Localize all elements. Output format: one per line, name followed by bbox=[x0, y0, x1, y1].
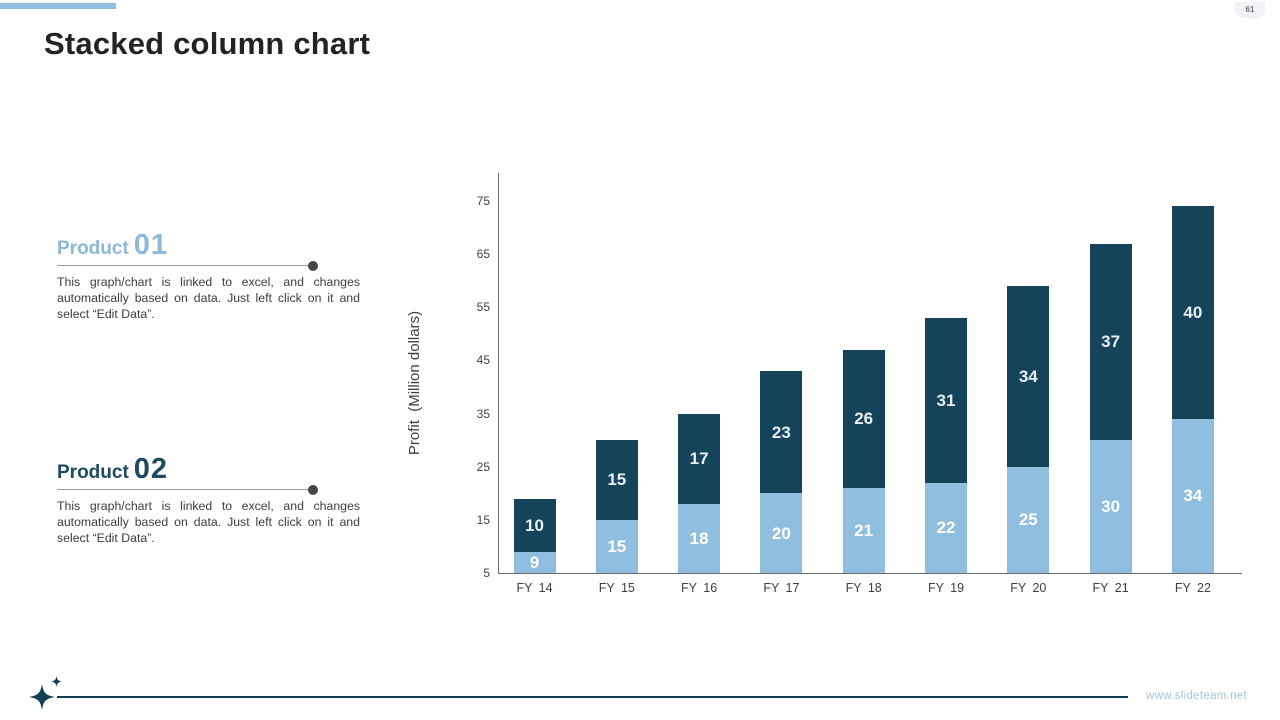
y-tick-label: 55 bbox=[476, 300, 490, 315]
bar-segment-product-01[interactable]: 30 bbox=[1089, 440, 1132, 573]
bar-segment-product-02[interactable]: 31 bbox=[925, 317, 967, 483]
y-tick-label: 25 bbox=[476, 459, 490, 474]
bar-value-label: 40 bbox=[1183, 303, 1203, 323]
x-axis-category-label: FY 15 bbox=[598, 581, 635, 595]
footer-divider-line bbox=[57, 696, 1128, 698]
y-tick-label: 35 bbox=[476, 406, 490, 421]
bar-value-label: 17 bbox=[689, 449, 709, 469]
page-title: Stacked column chart bbox=[44, 26, 371, 61]
product-02-label: Product bbox=[57, 462, 129, 483]
bar-value-label: 26 bbox=[854, 409, 874, 429]
product-02-description: This graph/chart is linked to excel, and… bbox=[57, 499, 360, 545]
bar-segment-product-01[interactable]: 22 bbox=[925, 482, 967, 573]
product-02-number: 02 bbox=[133, 453, 169, 485]
product-01-heading: Product 01 bbox=[57, 229, 318, 271]
x-axis-category-label: FY 21 bbox=[1092, 581, 1129, 595]
slide-number-badge: 61 bbox=[1235, 2, 1265, 17]
website-link[interactable]: www.slideteam.net bbox=[1146, 690, 1247, 702]
bar-segment-product-01[interactable]: 18 bbox=[678, 503, 721, 573]
bar-segment-product-02[interactable]: 23 bbox=[760, 371, 803, 494]
y-tick-label: 75 bbox=[476, 194, 490, 208]
x-axis-category-label: FY 18 bbox=[845, 581, 882, 595]
bar-segment-product-01[interactable]: 9 bbox=[513, 551, 556, 573]
x-axis-category-label: FY 17 bbox=[763, 581, 800, 595]
bar-value-label: 34 bbox=[1183, 486, 1203, 506]
bar-segment-product-02[interactable]: 10 bbox=[513, 498, 556, 552]
top-accent-bar bbox=[0, 3, 116, 9]
bar-segment-product-01[interactable]: 20 bbox=[760, 493, 803, 573]
bar-segment-product-02[interactable]: 40 bbox=[1171, 206, 1214, 419]
product-02-block: Product 02 This graph/chart is linked to… bbox=[57, 453, 362, 546]
bar-value-label: 20 bbox=[771, 523, 791, 543]
bar-value-label: 25 bbox=[1018, 510, 1038, 530]
bar-value-label: 21 bbox=[854, 520, 874, 540]
bar-segment-product-02[interactable]: 26 bbox=[842, 349, 885, 488]
x-axis-category-label: FY 22 bbox=[1174, 581, 1211, 595]
y-axis-line bbox=[498, 173, 499, 573]
bar-segment-product-01[interactable]: 21 bbox=[842, 487, 885, 573]
bar-value-label: 15 bbox=[607, 470, 627, 490]
sparkle-small-icon bbox=[51, 676, 62, 687]
bar-value-label: 9 bbox=[529, 552, 540, 572]
bar-segment-product-02[interactable]: 37 bbox=[1089, 243, 1132, 441]
bar-value-label: 37 bbox=[1101, 332, 1121, 352]
bar-segment-product-01[interactable]: 25 bbox=[1007, 466, 1050, 573]
product-01-block: Product 01 This graph/chart is linked to… bbox=[57, 229, 362, 322]
bar-segment-product-01[interactable]: 34 bbox=[1171, 418, 1214, 573]
slide-number: 61 bbox=[1245, 5, 1255, 14]
bar-value-label: 18 bbox=[689, 528, 709, 548]
x-axis-category-label: FY 19 bbox=[927, 581, 965, 595]
sparkle-icon bbox=[29, 684, 55, 710]
bar-value-label: 34 bbox=[1018, 366, 1038, 386]
y-tick-label: 5 bbox=[483, 566, 490, 580]
bar-segment-product-02[interactable]: 17 bbox=[678, 413, 721, 504]
bar-segment-product-01[interactable]: 15 bbox=[595, 519, 638, 573]
heading-end-dot bbox=[308, 485, 318, 495]
product-01-description: This graph/chart is linked to excel, and… bbox=[57, 275, 360, 321]
bar-value-label: 31 bbox=[936, 390, 956, 410]
y-axis-title: Profit (Million dollars) bbox=[406, 310, 423, 456]
x-axis-category-label: FY 20 bbox=[1010, 581, 1047, 595]
bar-segment-product-02[interactable]: 34 bbox=[1007, 286, 1050, 467]
bar-value-label: 10 bbox=[525, 515, 544, 535]
heading-end-dot bbox=[308, 261, 318, 271]
bar-value-label: 23 bbox=[771, 422, 791, 442]
product-02-heading: Product 02 bbox=[57, 453, 318, 495]
x-axis-category-label: FY 16 bbox=[681, 581, 718, 595]
y-tick-label: 65 bbox=[476, 247, 490, 262]
x-axis-line bbox=[498, 573, 1242, 574]
x-axis-category-label: FY 14 bbox=[516, 581, 553, 595]
y-tick-label: 15 bbox=[476, 512, 490, 527]
y-tick-label: 45 bbox=[476, 353, 490, 368]
product-01-number: 01 bbox=[133, 229, 169, 261]
product-01-label: Product bbox=[57, 238, 129, 259]
bar-value-label: 22 bbox=[936, 518, 956, 538]
bar-value-label: 30 bbox=[1101, 497, 1121, 517]
bar-segment-product-02[interactable]: 15 bbox=[595, 440, 638, 520]
bar-value-label: 15 bbox=[607, 536, 627, 556]
